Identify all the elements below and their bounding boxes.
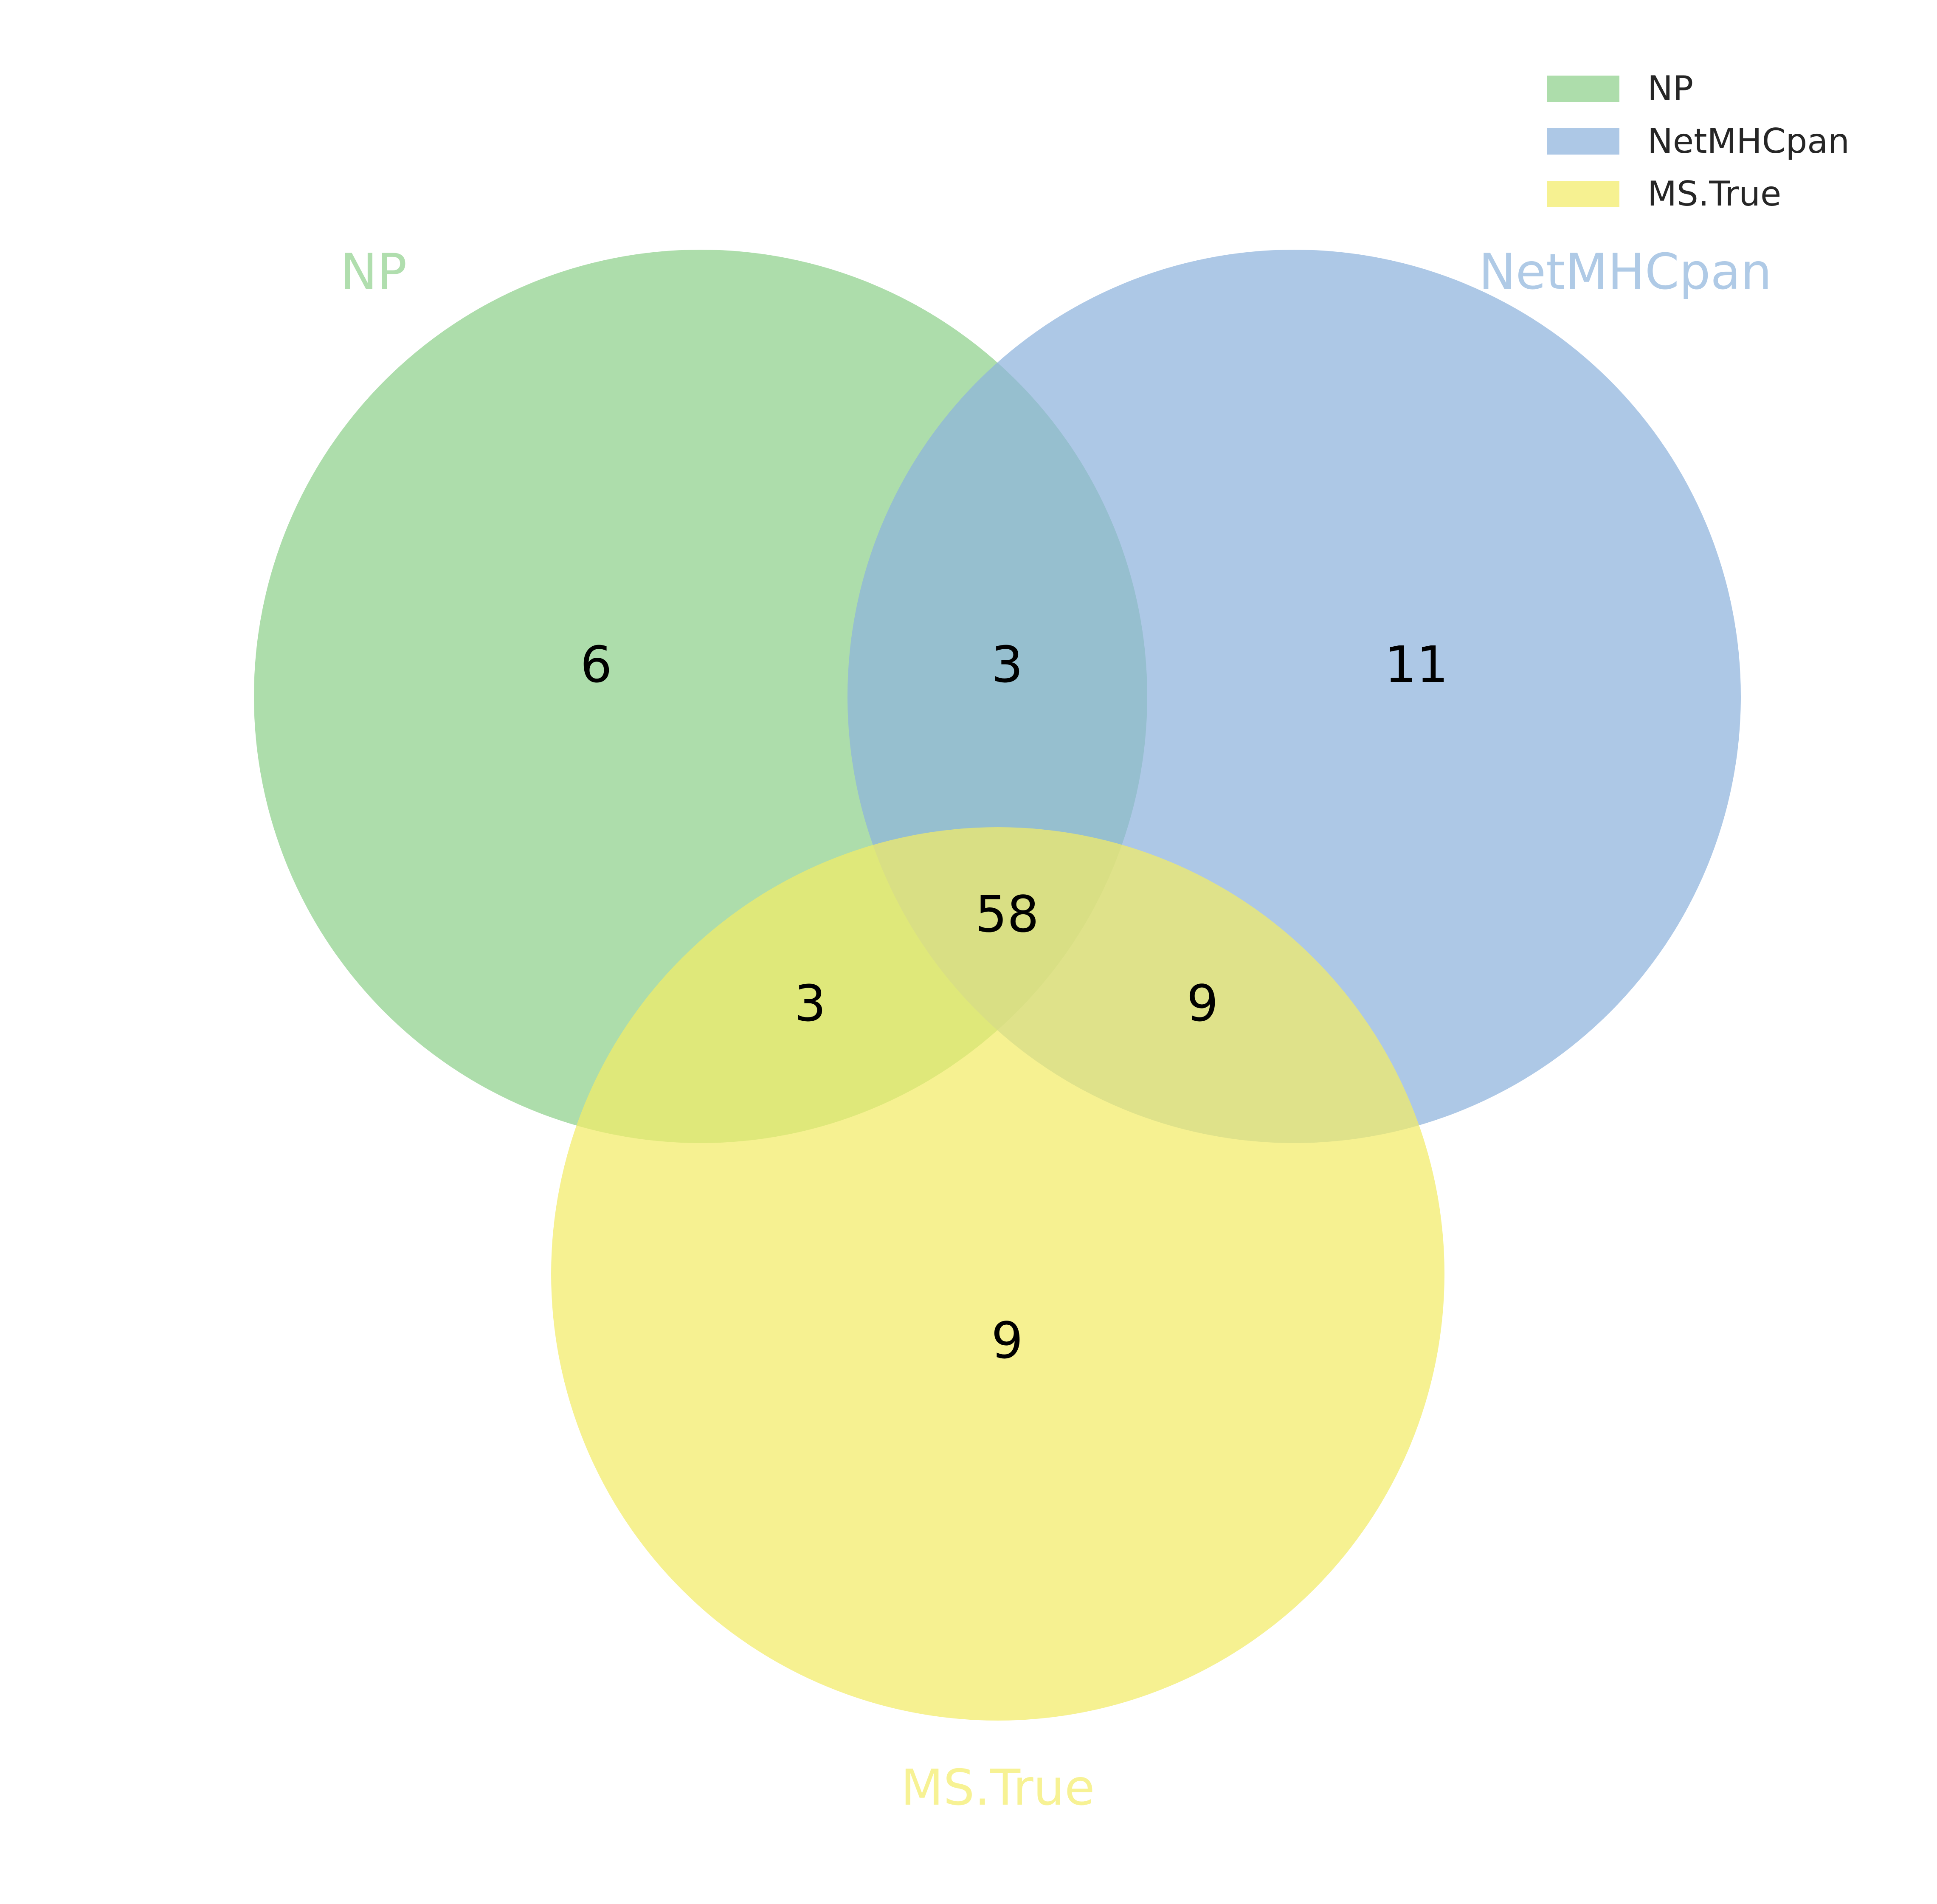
- legend-label-np: NP: [1647, 69, 1693, 108]
- netmhcpan-ms-true-count: 9: [1186, 974, 1218, 1033]
- all-three-count: 58: [975, 885, 1039, 944]
- netmhcpan-set-label: NetMHCpan: [1479, 243, 1772, 301]
- netmhcpan-only-count: 11: [1385, 635, 1448, 694]
- ms-true-only-count: 9: [991, 1311, 1023, 1370]
- ms-true-circle: [551, 827, 1444, 1721]
- legend-label-ms-true: MS.True: [1647, 174, 1781, 214]
- legend: NP NetMHCpan MS.True: [1547, 69, 1850, 214]
- legend-swatch-netmhcpan: [1547, 128, 1619, 155]
- legend-label-netmhcpan: NetMHCpan: [1647, 121, 1850, 161]
- legend-swatch-np: [1547, 76, 1619, 102]
- ms-true-set-label: MS.True: [901, 1759, 1095, 1817]
- np-set-label: NP: [341, 243, 407, 301]
- np-netmhcpan-count: 3: [991, 635, 1023, 694]
- np-ms-true-count: 3: [794, 974, 826, 1033]
- np-only-count: 6: [580, 635, 612, 694]
- legend-swatch-ms-true: [1547, 181, 1619, 207]
